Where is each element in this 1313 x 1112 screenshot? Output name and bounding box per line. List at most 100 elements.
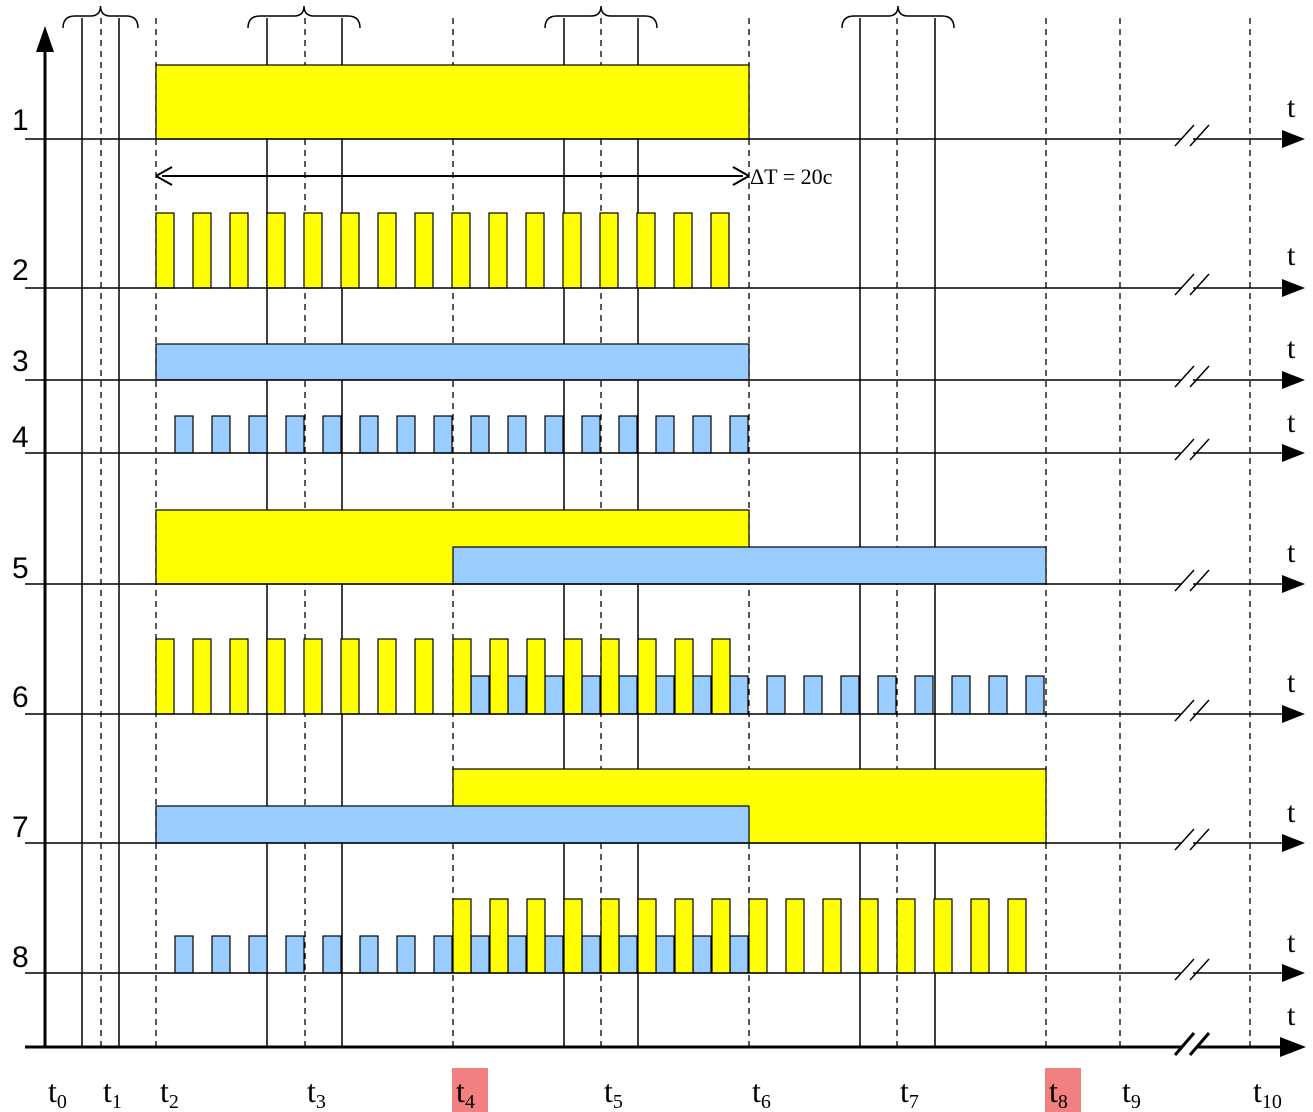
- pulse-53: [803, 675, 823, 715]
- baseline-arrowhead-7: [1282, 964, 1305, 982]
- axis-letter-base: t: [1287, 999, 1296, 1032]
- axis-break-3: [1174, 438, 1210, 461]
- pulse-81: [581, 935, 601, 974]
- axis-break-4: [1174, 569, 1210, 592]
- pulse-3: [229, 212, 249, 289]
- time-mark-t3: t3: [307, 1073, 326, 1112]
- row-label-4: 4: [12, 421, 29, 454]
- pulse-32: [692, 415, 712, 454]
- pulse-25: [433, 415, 453, 454]
- pulse-91: [637, 898, 657, 974]
- pulse-74: [322, 935, 342, 974]
- time-mark-t0: t0: [48, 1073, 67, 1112]
- pulse-93: [711, 898, 731, 974]
- pulse-layer: [155, 64, 1047, 974]
- pulse-59: [1025, 675, 1045, 715]
- axis-break-6: [1174, 828, 1210, 851]
- time-mark-t8: t8: [1049, 1073, 1068, 1112]
- pulse-77: [433, 935, 453, 974]
- time-mark-t7: t7: [900, 1073, 919, 1112]
- row-label-1: 1: [12, 104, 29, 137]
- pulse-84: [692, 935, 712, 974]
- pulse-96: [822, 898, 842, 974]
- pulse-46: [544, 675, 564, 715]
- pulse-90: [600, 898, 620, 974]
- pulse-27: [507, 415, 527, 454]
- time-mark-highlight-4: [452, 1068, 488, 1112]
- row-label-2: 2: [12, 254, 29, 287]
- interval-arrow-left-head: [155, 166, 173, 186]
- interval-label: ΔT = 20c: [750, 164, 833, 189]
- pulse-51: [729, 675, 749, 715]
- axis-letter-5: t: [1287, 536, 1296, 569]
- time-mark-t4: t4: [456, 1073, 475, 1112]
- pulse-80: [544, 935, 564, 974]
- pulse-64: [600, 638, 620, 715]
- axes-layer: [25, 26, 1306, 1057]
- baseline-arrowhead-2: [1282, 371, 1305, 389]
- pulse-24: [396, 415, 416, 454]
- time-mark-t1: t1: [103, 1073, 122, 1112]
- pulse-16: [710, 212, 730, 289]
- axis-letter-2: t: [1287, 239, 1296, 272]
- pulse-69: [155, 805, 750, 844]
- pulse-12: [562, 212, 582, 289]
- row-label-6: 6: [12, 681, 29, 714]
- axis-letter-3: t: [1287, 332, 1296, 365]
- pulse-66: [674, 638, 694, 715]
- pulse-40: [303, 638, 323, 715]
- pulse-35: [452, 546, 1047, 585]
- axis-break-7: [1174, 958, 1210, 981]
- pulse-50: [692, 675, 712, 715]
- pulse-98: [896, 898, 916, 974]
- pulse-83: [655, 935, 675, 974]
- pulse-6: [340, 212, 360, 289]
- axis-break-5: [1174, 699, 1210, 722]
- pulse-5: [303, 212, 323, 289]
- pulse-38: [229, 638, 249, 715]
- baseline-arrowhead-1: [1282, 279, 1305, 297]
- pulse-21: [285, 415, 305, 454]
- pulse-101: [1007, 898, 1027, 974]
- pulse-70: [174, 935, 194, 974]
- baseline-arrowhead-3: [1282, 444, 1305, 462]
- pulse-63: [563, 638, 583, 715]
- pulse-99: [933, 898, 953, 974]
- axis-break-2: [1174, 365, 1210, 388]
- interval-brace-0: [62, 5, 139, 29]
- vertical-axis-arrowhead: [36, 26, 54, 52]
- row-label-5: 5: [12, 552, 29, 585]
- pulse-58: [988, 675, 1008, 715]
- pulse-55: [877, 675, 897, 715]
- pulse-75: [359, 935, 379, 974]
- pulse-23: [359, 415, 379, 454]
- interval-brace-3: [841, 5, 955, 29]
- pulse-22: [322, 415, 342, 454]
- pulse-18: [174, 415, 194, 454]
- time-axis-break: [1173, 1032, 1211, 1056]
- pulse-37: [192, 638, 212, 715]
- axis-break-0: [1174, 124, 1210, 147]
- pulse-39: [266, 638, 286, 715]
- axis-letter-4: t: [1287, 406, 1296, 439]
- pulse-47: [581, 675, 601, 715]
- pulse-17: [155, 343, 750, 381]
- pulse-33: [729, 415, 749, 454]
- pulse-30: [618, 415, 638, 454]
- pulse-88: [526, 898, 546, 974]
- pulse-44: [470, 675, 490, 715]
- pulse-26: [470, 415, 490, 454]
- pulse-85: [729, 935, 749, 974]
- pulse-19: [211, 415, 231, 454]
- pulse-72: [248, 935, 268, 974]
- pulse-76: [396, 935, 416, 974]
- row-label-8: 8: [12, 941, 29, 974]
- pulse-15: [673, 212, 693, 289]
- baseline-arrowhead-6: [1282, 834, 1305, 852]
- baseline-arrowhead-0: [1282, 130, 1305, 148]
- pulse-62: [526, 638, 546, 715]
- pulse-45: [507, 675, 527, 715]
- interval-braces: [62, 5, 955, 29]
- pulse-48: [618, 675, 638, 715]
